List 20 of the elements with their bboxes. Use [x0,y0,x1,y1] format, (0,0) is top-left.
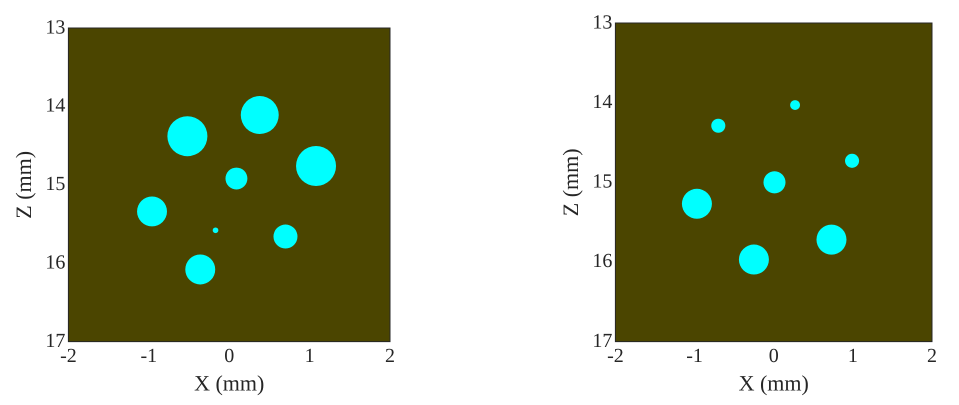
x-axis-title: X (mm) [194,370,264,396]
y-tick-label: 13 [45,16,66,38]
x-tick-label: -1 [686,344,703,367]
x-tick-label: 2 [927,344,937,367]
x-tick-label: 0 [768,344,779,367]
y-tick-label: 15 [45,173,66,196]
x-axis-title: X (mm) [738,370,809,396]
x-tick-label: -1 [140,344,158,367]
y-tick-label: 16 [45,251,66,274]
y-axis-title: Z (mm) [558,148,583,216]
x-tick-label: 0 [224,344,234,367]
y-tick-label: 15 [592,170,612,193]
y-tick-label: 13 [592,11,612,34]
x-tick-label: 1 [848,344,858,367]
y-tick-label: 14 [45,94,66,117]
x-tick-label: 1 [304,344,315,367]
x-tick-label: 2 [385,344,395,367]
y-tick-label: 14 [592,90,612,113]
y-axis-title: Z (mm) [10,150,36,219]
y-tick-label: 16 [592,250,612,272]
